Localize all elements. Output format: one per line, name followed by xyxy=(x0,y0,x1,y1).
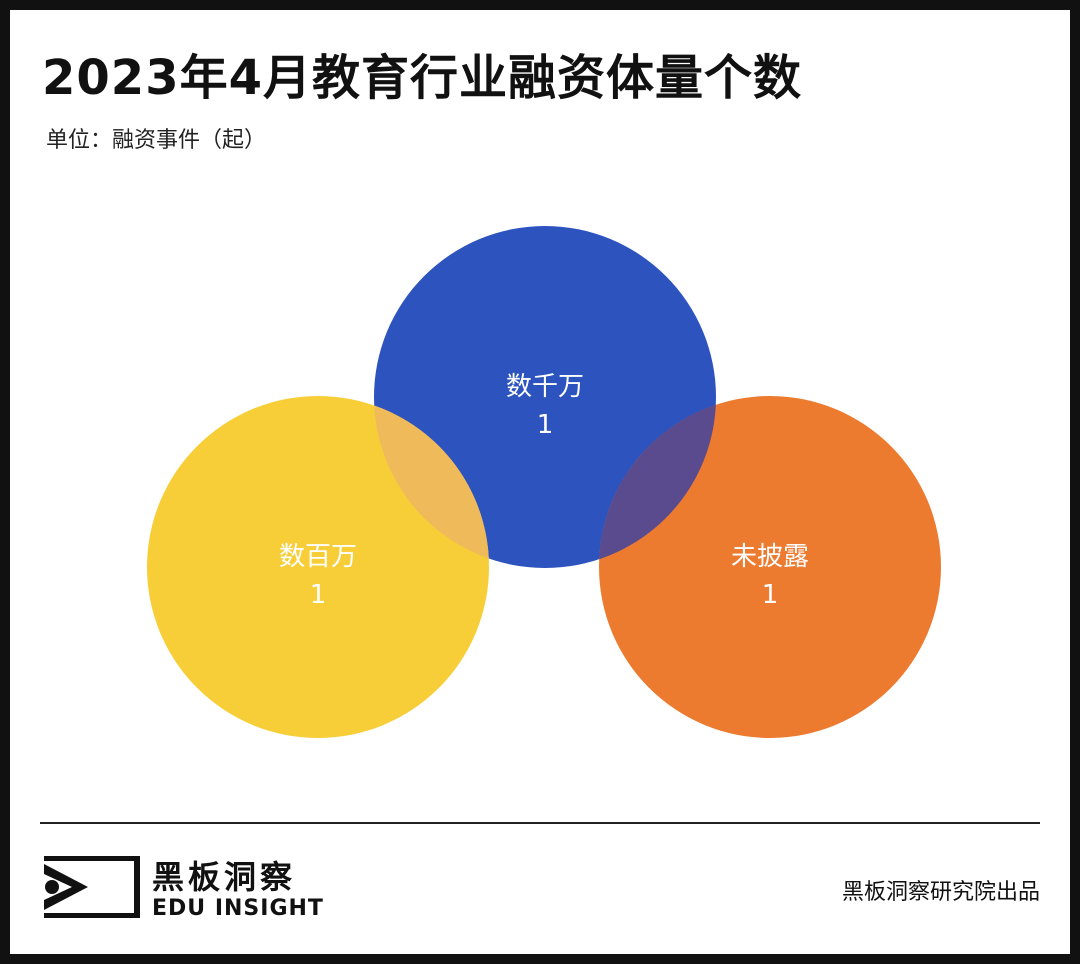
footer-divider xyxy=(40,822,1040,824)
brand-name-en: EDU INSIGHT xyxy=(152,896,324,921)
brand-name-cn: 黑板洞察 xyxy=(152,858,297,896)
venn-label-name-3: 未披露 xyxy=(731,542,809,572)
venn-overlaps xyxy=(374,404,716,560)
eye-bracket-icon xyxy=(44,856,140,918)
venn-label-value-2: 1 xyxy=(310,580,327,610)
venn-label-value-1: 1 xyxy=(537,410,554,440)
venn-circles xyxy=(147,226,941,738)
venn-label-value-3: 1 xyxy=(762,580,779,610)
venn-labels: 数千万 1 数百万 1 未披露 1 xyxy=(279,372,809,610)
venn-overlap-top-left xyxy=(374,405,489,559)
venn-chart: 数千万 1 数百万 1 未披露 1 xyxy=(147,226,941,738)
brand-logo: 黑板洞察 EDU INSIGHT xyxy=(42,848,324,928)
chart-unit: 单位：融资事件（起） xyxy=(46,128,267,153)
chart-title: 2023年4月教育行业融资体量个数 xyxy=(42,50,802,106)
venn-label-name-1: 数千万 xyxy=(506,372,584,402)
credit-text: 黑板洞察研究院出品 xyxy=(841,880,1040,905)
venn-overlap-top-right xyxy=(599,404,716,560)
venn-label-name-2: 数百万 xyxy=(279,542,357,572)
